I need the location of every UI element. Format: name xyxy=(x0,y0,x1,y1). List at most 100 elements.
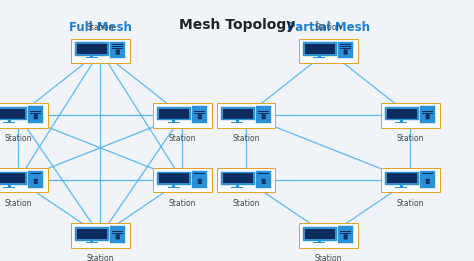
Bar xyxy=(158,108,189,119)
Bar xyxy=(167,122,180,123)
Bar xyxy=(90,54,93,57)
FancyBboxPatch shape xyxy=(381,103,439,128)
FancyBboxPatch shape xyxy=(299,223,357,248)
Text: Mesh Topology: Mesh Topology xyxy=(179,19,295,32)
Bar xyxy=(30,111,41,112)
Bar xyxy=(0,172,26,184)
Bar xyxy=(30,113,41,114)
Text: Full Mesh: Full Mesh xyxy=(69,21,132,34)
Bar xyxy=(28,106,44,123)
Bar xyxy=(172,183,175,187)
Bar xyxy=(338,227,353,243)
Bar xyxy=(340,44,351,45)
Bar xyxy=(422,178,433,179)
Circle shape xyxy=(198,179,201,181)
Bar xyxy=(258,111,269,112)
Bar xyxy=(231,187,243,188)
Bar xyxy=(256,171,271,188)
Bar xyxy=(422,113,433,114)
Bar xyxy=(236,183,239,187)
Bar xyxy=(303,227,336,240)
Bar xyxy=(386,108,417,119)
Bar xyxy=(194,173,205,174)
FancyBboxPatch shape xyxy=(217,168,275,192)
Text: Station: Station xyxy=(169,199,196,208)
Bar xyxy=(400,183,403,187)
Bar xyxy=(8,119,11,122)
Bar xyxy=(0,173,25,183)
Bar xyxy=(76,43,107,54)
Bar xyxy=(340,46,351,47)
Bar xyxy=(75,42,108,55)
Bar xyxy=(75,227,108,240)
Circle shape xyxy=(34,182,37,183)
Bar xyxy=(221,107,254,120)
Circle shape xyxy=(198,182,201,183)
Bar xyxy=(222,108,253,119)
Circle shape xyxy=(116,237,119,239)
Bar xyxy=(422,173,433,174)
Bar xyxy=(313,242,326,243)
Bar xyxy=(167,187,180,188)
Bar xyxy=(90,239,93,242)
Circle shape xyxy=(116,50,119,52)
Bar xyxy=(420,106,435,123)
Bar xyxy=(112,44,123,45)
FancyBboxPatch shape xyxy=(153,103,212,128)
FancyBboxPatch shape xyxy=(71,39,129,63)
Bar xyxy=(420,171,435,188)
Text: Station: Station xyxy=(169,134,196,143)
Circle shape xyxy=(344,235,347,236)
Circle shape xyxy=(198,115,201,116)
Bar xyxy=(3,187,16,188)
Bar xyxy=(236,119,239,122)
Circle shape xyxy=(262,115,265,116)
Circle shape xyxy=(198,117,201,119)
Bar xyxy=(192,106,208,123)
Circle shape xyxy=(426,182,429,183)
Text: Station: Station xyxy=(314,23,342,32)
FancyBboxPatch shape xyxy=(381,168,439,192)
FancyBboxPatch shape xyxy=(0,168,47,192)
Text: Station: Station xyxy=(314,254,342,261)
Circle shape xyxy=(116,235,119,236)
Circle shape xyxy=(344,50,347,52)
Bar xyxy=(194,178,205,179)
Circle shape xyxy=(344,237,347,239)
Bar xyxy=(157,172,190,184)
Bar xyxy=(256,106,271,123)
Text: Station: Station xyxy=(396,134,424,143)
Bar xyxy=(192,171,208,188)
Text: Station: Station xyxy=(232,134,260,143)
Circle shape xyxy=(262,182,265,183)
Bar xyxy=(194,111,205,112)
Bar xyxy=(172,119,175,122)
Circle shape xyxy=(426,115,429,116)
FancyBboxPatch shape xyxy=(71,223,129,248)
Circle shape xyxy=(262,117,265,119)
Bar xyxy=(28,171,44,188)
Bar xyxy=(338,42,353,58)
Circle shape xyxy=(34,115,37,116)
Bar xyxy=(112,233,123,234)
Text: Station: Station xyxy=(87,23,114,32)
Text: Station: Station xyxy=(4,134,32,143)
Bar xyxy=(258,178,269,179)
Bar xyxy=(340,233,351,234)
Text: Partial Mesh: Partial Mesh xyxy=(287,21,370,34)
Bar xyxy=(385,107,418,120)
Circle shape xyxy=(426,179,429,181)
Bar xyxy=(395,187,408,188)
Bar xyxy=(3,122,16,123)
Bar xyxy=(30,173,41,174)
Bar xyxy=(194,113,205,114)
Bar xyxy=(258,173,269,174)
FancyBboxPatch shape xyxy=(217,103,275,128)
Bar xyxy=(157,107,190,120)
Bar xyxy=(221,172,254,184)
Bar xyxy=(304,228,335,239)
Bar xyxy=(385,172,418,184)
Bar xyxy=(386,173,417,183)
Bar xyxy=(158,173,189,183)
FancyBboxPatch shape xyxy=(299,39,357,63)
